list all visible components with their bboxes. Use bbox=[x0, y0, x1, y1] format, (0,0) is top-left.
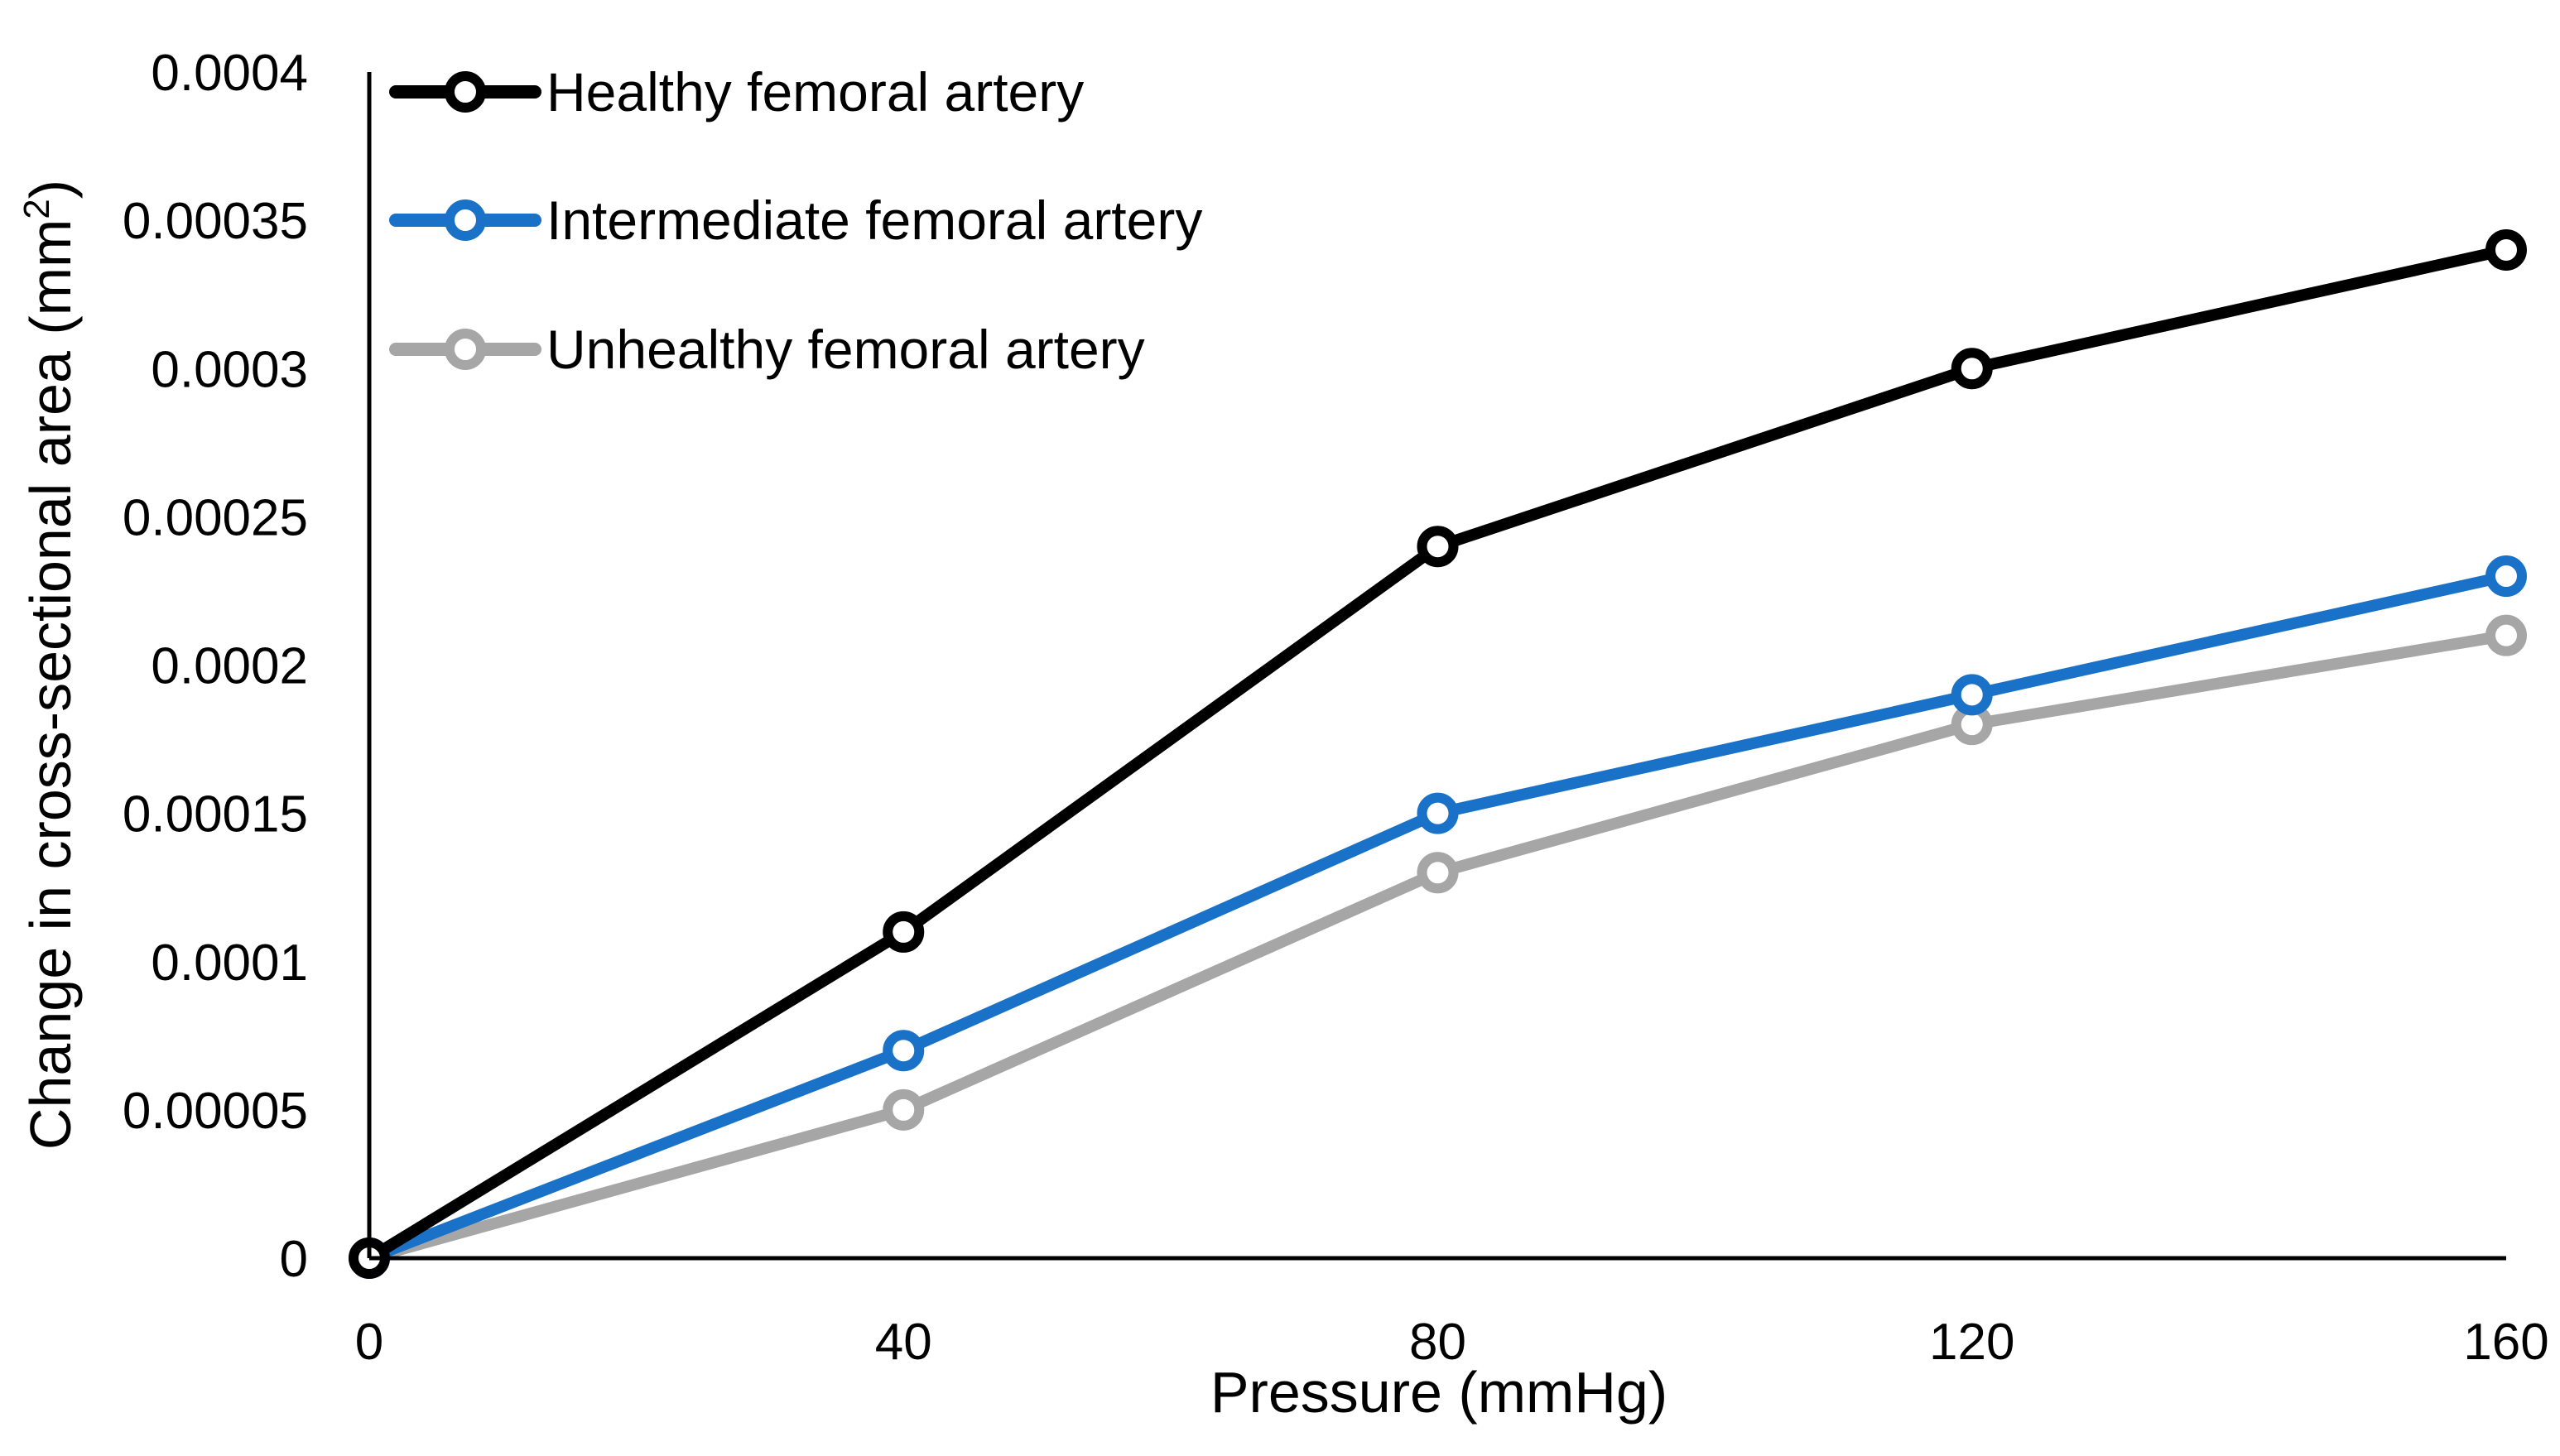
series-unhealthy bbox=[349, 614, 2527, 1279]
y-axis-title: Change in cross-sectional area (mm2) bbox=[17, 180, 83, 1150]
y-tick-label: 0.0002 bbox=[151, 638, 308, 695]
legend-label: Unhealthy femoral artery bbox=[546, 319, 1145, 380]
legend-marker bbox=[445, 199, 486, 241]
y-tick-label: 0 bbox=[280, 1231, 308, 1288]
data-point bbox=[2485, 614, 2527, 656]
y-tick-label: 0.00005 bbox=[123, 1083, 308, 1140]
legend: Healthy femoral artery Intermediate femor… bbox=[389, 61, 1202, 380]
x-tick-label: 40 bbox=[875, 1314, 932, 1371]
data-point bbox=[1951, 674, 1993, 716]
data-point bbox=[1417, 792, 1459, 834]
y-axis-title-superscript: 2 bbox=[17, 199, 57, 219]
data-point bbox=[1951, 348, 1993, 390]
series-line bbox=[366, 244, 2508, 1263]
x-tick-label: 80 bbox=[1409, 1314, 1466, 1371]
y-axis-title-main: Change in cross-sectional area (mm bbox=[18, 219, 83, 1150]
y-tick-label: 0.00015 bbox=[123, 786, 308, 843]
data-point bbox=[2485, 228, 2527, 271]
data-point bbox=[1417, 852, 1459, 894]
y-tick-label: 0.0001 bbox=[151, 935, 308, 992]
y-tick-labels: 0 0.00005 0.0001 0.00015 0.0002 0.00025 0.0003… bbox=[123, 45, 308, 1288]
x-axis-title: Pressure (mmHg) bbox=[1210, 1360, 1667, 1425]
series-healthy bbox=[349, 228, 2527, 1279]
series-line bbox=[368, 629, 2508, 1264]
data-point bbox=[883, 1088, 925, 1131]
legend-marker bbox=[445, 329, 486, 370]
y-tick-label: 0.00035 bbox=[123, 193, 308, 250]
legend-item: Unhealthy femoral artery bbox=[389, 319, 1145, 380]
data-point bbox=[883, 1030, 925, 1072]
y-tick-label: 0.0004 bbox=[151, 45, 308, 102]
x-tick-labels: 0 40 80 120 160 bbox=[355, 1314, 2549, 1371]
legend-label: Healthy femoral artery bbox=[546, 61, 1084, 123]
y-axis-title-close: ) bbox=[18, 180, 83, 199]
legend-item: Healthy femoral artery bbox=[389, 61, 1084, 123]
x-tick-label: 0 bbox=[355, 1314, 383, 1371]
y-tick-label: 0.00025 bbox=[123, 489, 308, 546]
data-point bbox=[883, 911, 925, 953]
legend-marker bbox=[445, 71, 486, 113]
series-line bbox=[367, 570, 2508, 1264]
series-layer bbox=[349, 228, 2527, 1279]
y-tick-label: 0.0003 bbox=[151, 341, 308, 398]
legend-item: Intermediate femoral artery bbox=[389, 190, 1202, 251]
data-point bbox=[1417, 526, 1459, 568]
series-intermediate bbox=[349, 555, 2527, 1279]
x-tick-label: 160 bbox=[2463, 1314, 2548, 1371]
data-point bbox=[2485, 555, 2527, 598]
legend-label: Intermediate femoral artery bbox=[546, 190, 1202, 251]
x-tick-label: 120 bbox=[1929, 1314, 2014, 1371]
